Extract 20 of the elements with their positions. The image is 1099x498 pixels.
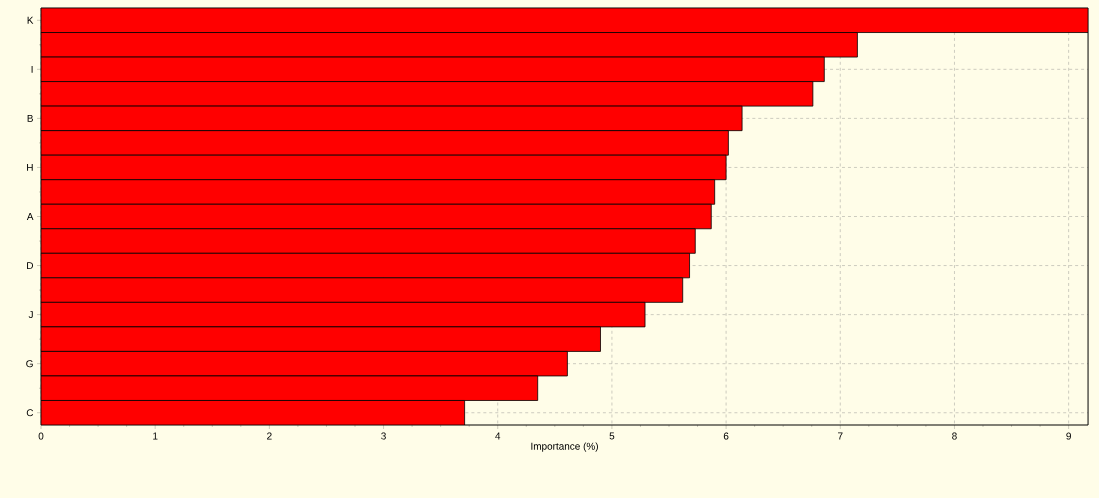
- y-tick-label: C: [26, 409, 34, 417]
- y-tick-label: B: [27, 114, 33, 122]
- x-tick-label: 8: [952, 432, 957, 440]
- x-tick-label: 5: [609, 432, 615, 440]
- x-tick-label: 3: [381, 432, 386, 440]
- y-tick-label: D: [27, 262, 33, 269]
- x-tick-label: 4: [495, 432, 501, 440]
- y-tick-label: G: [26, 360, 33, 368]
- x-tick-label: 0: [38, 432, 44, 440]
- y-tick-label: H: [27, 164, 33, 171]
- y-tick-label: I: [31, 65, 33, 73]
- x-tick-label: 7: [838, 432, 843, 440]
- y-tick-label: J: [28, 311, 33, 319]
- x-tick-label: 2: [267, 432, 272, 440]
- y-tick-label: K: [27, 16, 34, 24]
- x-axis-title: Importance (%): [531, 442, 598, 452]
- x-tick-label: 1: [153, 432, 158, 440]
- y-tick-label: A: [26, 213, 34, 220]
- x-tick-label: 9: [1066, 432, 1071, 440]
- x-tick-label: 6: [723, 432, 729, 440]
